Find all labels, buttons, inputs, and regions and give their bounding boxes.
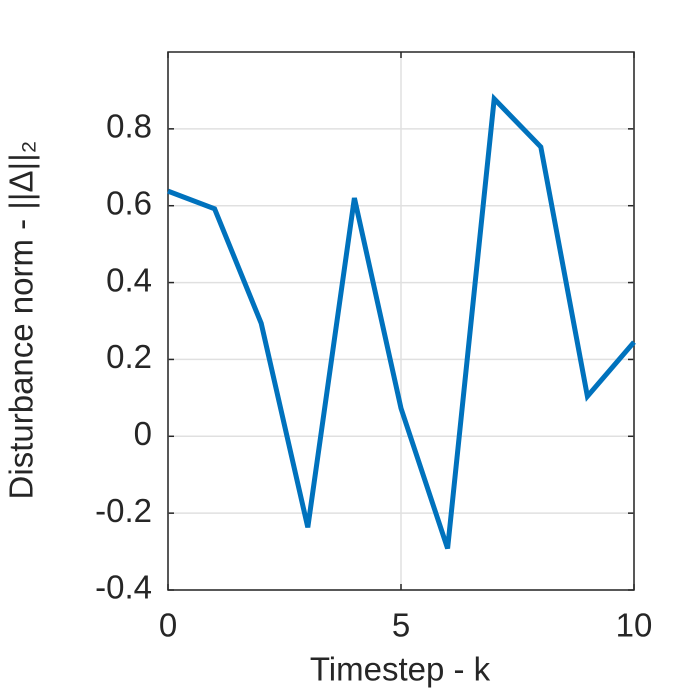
x-tick-label: 10 [616, 607, 653, 644]
y-axis-label: Disturbance norm - ||Δ||₂ [3, 141, 40, 500]
y-tick-label: 0 [134, 415, 152, 452]
y-tick-label: 0.2 [106, 338, 152, 375]
y-tick-label: 0.6 [106, 184, 152, 221]
x-tick-label: 0 [159, 607, 177, 644]
x-axis-label: Timestep - k [310, 651, 491, 688]
y-tick-label: 0.4 [106, 261, 152, 298]
y-tick-label: 0.8 [106, 108, 152, 145]
data-line [167, 93, 636, 550]
plot-frame [167, 51, 635, 591]
y-tick-label: -0.2 [95, 492, 152, 529]
y-tick-label: -0.4 [95, 569, 152, 606]
x-tick-label: 5 [392, 607, 410, 644]
